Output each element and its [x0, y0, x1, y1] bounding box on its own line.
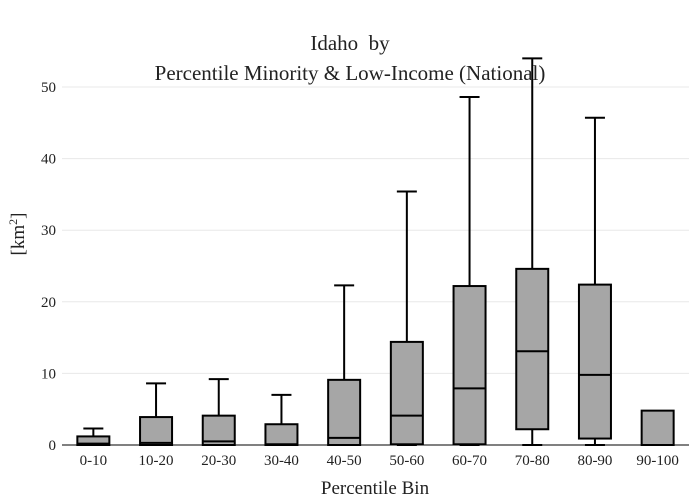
y-tick-labels: 0 10 20 30 40 50	[41, 80, 56, 454]
y-axis-title-main: [km	[8, 225, 29, 256]
y-axis-title: [km2]	[6, 213, 29, 256]
box-60-70	[452, 96, 487, 446]
x-tick-label-80-90: 80-90	[577, 453, 612, 469]
chart-title-line2: Percentile Minority & Low-Income (Nation…	[155, 61, 546, 85]
y-tick-label-20: 20	[41, 295, 56, 311]
y-tick-label-50: 50	[41, 80, 56, 96]
box-90-100	[640, 409, 675, 446]
box-0-10	[76, 427, 111, 446]
box-iqr	[327, 378, 362, 446]
x-tick-labels: 0-10 10-20 20-30 30-40 40-50 50-60 60-70 70-80 8…	[80, 453, 679, 469]
box-10-20	[139, 382, 174, 446]
y-tick-label-0: 0	[49, 438, 57, 454]
y-tick-label-30: 30	[41, 223, 56, 239]
box-iqr	[389, 340, 424, 446]
x-tick-label-60-70: 60-70	[452, 453, 487, 469]
chart-title-line1: Idaho by	[310, 31, 390, 55]
y-axis-title-superscript: 2	[6, 219, 20, 225]
box-30-40	[264, 393, 299, 446]
box-iqr	[264, 423, 299, 446]
box-50-60	[389, 190, 424, 446]
box-iqr	[452, 285, 487, 446]
box-iqr	[577, 283, 612, 440]
box-40-50	[327, 284, 362, 446]
y-tick-label-10: 10	[41, 366, 56, 382]
x-tick-label-90-100: 90-100	[636, 453, 679, 469]
box-iqr	[139, 416, 174, 446]
box-iqr	[515, 267, 550, 431]
x-tick-label-20-30: 20-30	[201, 453, 236, 469]
x-tick-label-40-50: 40-50	[327, 453, 362, 469]
x-tick-label-30-40: 30-40	[264, 453, 299, 469]
box-series	[76, 57, 675, 447]
y-axis-title-suffix: ]	[8, 213, 29, 219]
x-tick-label-70-80: 70-80	[515, 453, 550, 469]
box-iqr	[640, 409, 675, 446]
y-tick-label-40: 40	[41, 152, 56, 168]
box-iqr	[201, 414, 236, 447]
x-tick-label-0-10: 0-10	[80, 453, 108, 469]
x-tick-label-50-60: 50-60	[389, 453, 424, 469]
x-axis-title: Percentile Bin	[321, 478, 430, 499]
box-20-30	[201, 378, 236, 447]
x-tick-label-10-20: 10-20	[139, 453, 174, 469]
box-80-90	[577, 116, 612, 446]
box-70-80	[515, 57, 550, 446]
